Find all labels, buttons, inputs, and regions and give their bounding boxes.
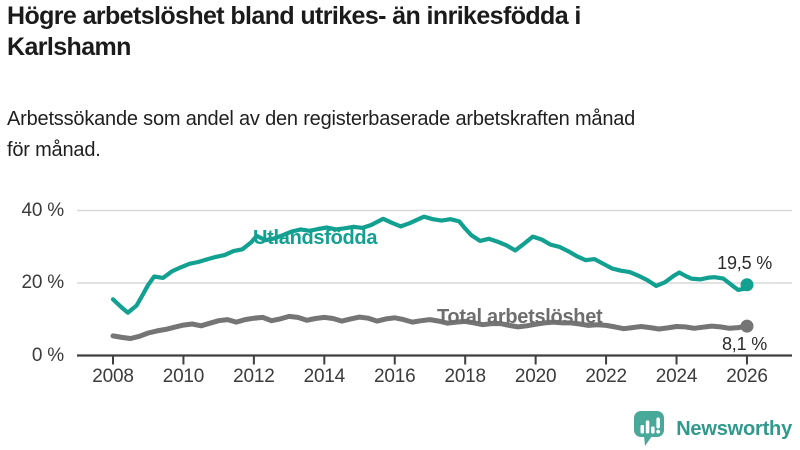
newsworthy-wordmark: Newsworthy: [676, 417, 792, 440]
x-axis-label-2022: 2022: [585, 366, 627, 387]
series-label-utlandsfodda: Utlandsfödda: [253, 227, 378, 249]
newsworthy-logo: Newsworthy: [633, 410, 792, 448]
x-axis-label-2012: 2012: [233, 366, 275, 387]
x-axis-label-2018: 2018: [444, 366, 486, 387]
end-value-label-utlandsfodda: 19,5 %: [717, 253, 772, 273]
series-label-total-arbetsloshet: Total arbetslöshet: [437, 306, 603, 328]
x-axis-label-2010: 2010: [162, 366, 205, 387]
line-utlandsfodda: [110, 214, 750, 315]
end-dot-utlandsfodda: [740, 278, 754, 292]
chart-subtitle-line-1: Arbetssökande som andel av den registerb…: [7, 108, 636, 130]
end-value-label-total-arbetsloshet: 8,1 %: [721, 334, 767, 354]
x-axis-label-2016: 2016: [374, 366, 416, 387]
x-axis-label-2020: 2020: [514, 366, 557, 387]
x-axis-label-2024: 2024: [655, 366, 698, 387]
chart-subtitle-line-2: för månad.: [7, 139, 101, 161]
chart-title-line-1: Högre arbetslöshet bland utrikes- än inr…: [7, 2, 581, 30]
end-dot-total-arbetsloshet: [740, 319, 754, 333]
chart-title: Högre arbetslöshet bland utrikes- än inr…: [7, 1, 581, 63]
chart-title-line-2: Karlshamn: [7, 33, 131, 61]
x-axis-label-2014: 2014: [303, 366, 346, 387]
chart-subtitle: Arbetssökande som andel av den registerb…: [7, 104, 635, 166]
bar-chart-speech-bubble-icon: [634, 411, 665, 446]
y-axis-label-20: 20 %: [21, 272, 64, 293]
y-axis-label-0: 0 %: [31, 344, 64, 366]
x-axis-label-2008: 2008: [92, 366, 134, 387]
line-total-arbetsloshet: [110, 313, 750, 341]
x-axis-label-2026: 2026: [726, 366, 768, 387]
y-axis-label-40: 40 %: [21, 199, 64, 221]
